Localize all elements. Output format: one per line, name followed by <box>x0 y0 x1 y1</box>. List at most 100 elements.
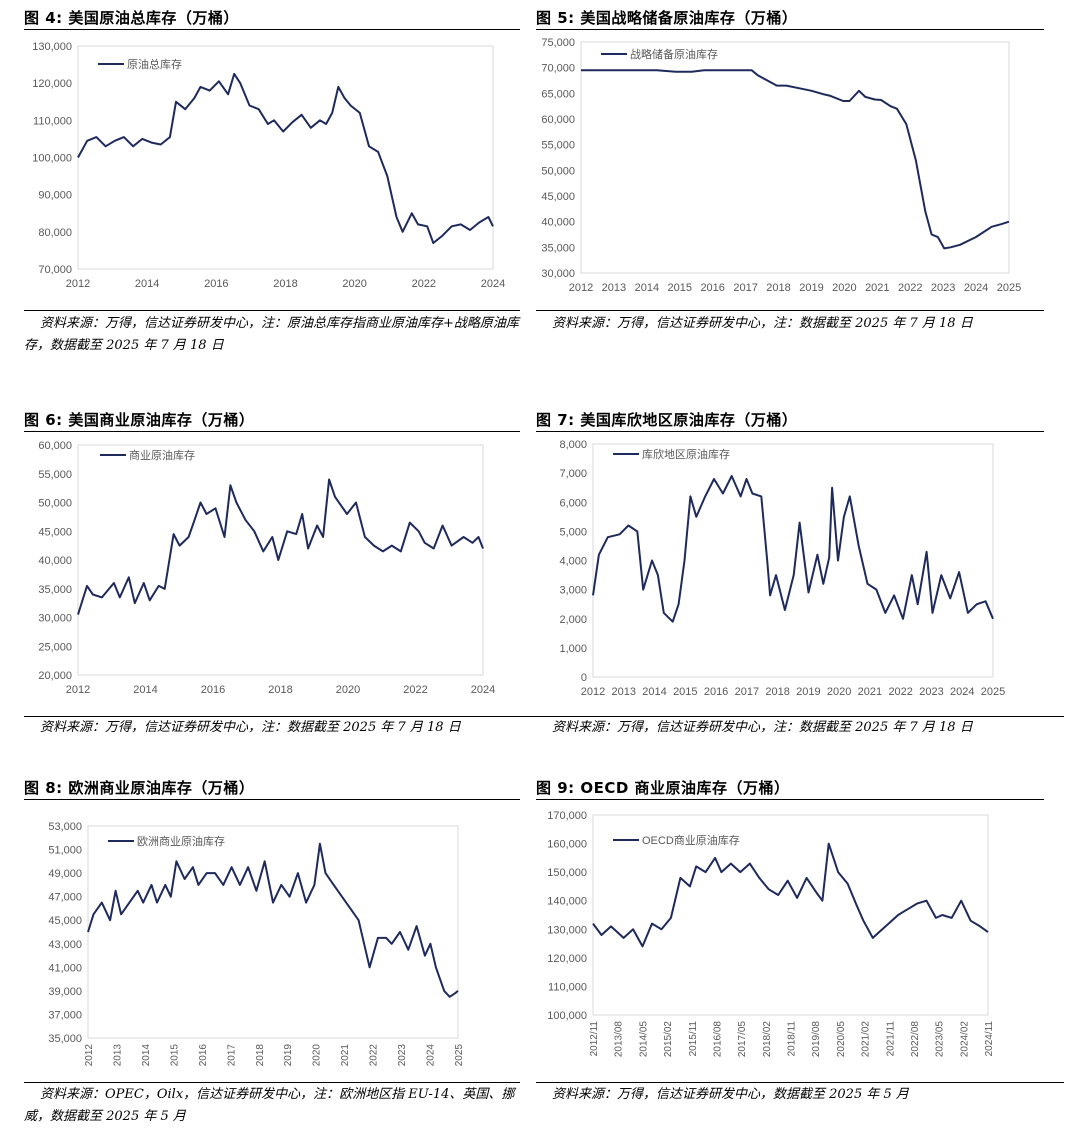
series-line <box>77 478 484 615</box>
x-tick-label: 2016 <box>704 686 728 698</box>
x-tick-label: 2016 <box>198 1044 209 1067</box>
y-tick-label: 39,000 <box>48 986 82 998</box>
x-tick-label: 2017 <box>226 1044 237 1067</box>
y-tick-label: 55,000 <box>38 469 72 481</box>
x-tick-label: 2014 <box>133 684 157 696</box>
figure-title: 图 5: 美国战略储备原油库存（万桶） <box>536 9 798 27</box>
chart-us-commercial-crude: 20,000 25,000 30,000 35,000 40,000 45,000 50,0… <box>38 440 495 696</box>
source-rule <box>536 310 1044 311</box>
x-tick-label: 2016 <box>204 278 228 290</box>
x-tick-label: 2018/11 <box>787 1021 798 1057</box>
y-tick-label: 110,000 <box>548 981 587 993</box>
plot-area <box>77 444 484 676</box>
x-tick-label: 2012 <box>84 1044 95 1067</box>
plot-area <box>592 814 989 1016</box>
y-tick-label: 60,000 <box>38 440 72 452</box>
y-tick-label: 80,000 <box>38 227 72 239</box>
figure-title: 图 9: OECD 商业原油库存（万桶） <box>536 779 790 797</box>
y-tick-label: 1,000 <box>559 643 587 655</box>
x-tick-label: 2025 <box>981 686 1005 698</box>
source-rule <box>24 716 542 717</box>
x-tick-label: 2017/05 <box>737 1021 748 1058</box>
source-rule <box>536 716 1064 717</box>
series-line <box>581 69 1010 250</box>
x-tick-label: 2015 <box>673 686 697 698</box>
series-line <box>77 72 494 244</box>
y-tick-label: 3,000 <box>559 585 587 597</box>
y-tick-label: 55,000 <box>541 140 575 152</box>
y-tick-label: 30,000 <box>541 268 575 280</box>
x-tick-label: 2012/11 <box>589 1021 600 1057</box>
y-tick-label: 20,000 <box>38 670 72 682</box>
figure-title: 图 6: 美国商业原油库存（万桶） <box>24 411 255 429</box>
y-tick-label: 35,000 <box>38 584 72 596</box>
figure-7: 图 7: 美国库欣地区原油库存（万桶） 0 1,000 2,000 3,000 4,00… <box>536 400 1066 760</box>
x-tick-label: 2016 <box>700 282 724 294</box>
title-rule <box>24 431 520 432</box>
y-tick-label: 8,000 <box>559 439 587 451</box>
x-tick-label: 2021 <box>865 282 889 294</box>
y-tick-label: 45,000 <box>38 526 72 538</box>
x-tick-label: 2021 <box>340 1044 351 1067</box>
x-tick-label: 2023 <box>397 1044 408 1067</box>
x-tick-label: 2020/05 <box>836 1021 847 1058</box>
x-tick-label: 2024 <box>964 282 988 294</box>
x-tick-label: 2019/08 <box>811 1021 822 1058</box>
title-rule <box>536 799 1044 800</box>
x-tick-label: 2022 <box>403 684 427 696</box>
title-rule <box>536 29 1044 30</box>
y-tick-label: 65,000 <box>541 88 575 100</box>
legend-label: OECD商业原油库存 <box>642 833 740 847</box>
title-rule <box>24 799 520 800</box>
x-tick-label: 2022 <box>898 282 922 294</box>
y-tick-label: 40,000 <box>541 217 575 229</box>
y-tick-label: 37,000 <box>48 1009 82 1021</box>
x-tick-label: 2023 <box>919 686 943 698</box>
y-tick-label: 43,000 <box>48 939 82 951</box>
y-tick-label: 25,000 <box>38 641 72 653</box>
source-note: 资料来源：OPEC，Oilx，信达证券研发中心，注：欧洲地区指 EU-14、英国… <box>24 1084 522 1128</box>
x-tick-label: 2014 <box>635 282 659 294</box>
x-tick-label: 2018 <box>255 1044 266 1067</box>
x-tick-label: 2025 <box>454 1044 465 1067</box>
y-tick-label: 45,000 <box>541 191 575 203</box>
chart-cushing: 0 1,000 2,000 3,000 4,000 5,000 6,000 7,000 8,00… <box>559 439 1005 698</box>
y-tick-label: 60,000 <box>541 114 575 126</box>
y-tick-label: 170,000 <box>547 810 587 822</box>
x-tick-label: 2012 <box>66 684 90 696</box>
legend-label: 商业原油库存 <box>129 448 195 462</box>
x-tick-label: 2016 <box>201 684 225 696</box>
x-tick-label: 2019 <box>799 282 823 294</box>
source-note: 资料来源：万得，信达证券研发中心，注：原油总库存指商业原油库存+战略原油库存，数… <box>24 313 520 357</box>
y-tick-label: 100,000 <box>32 153 72 165</box>
y-tick-label: 49,000 <box>48 868 82 880</box>
x-tick-label: 2020 <box>832 282 856 294</box>
x-tick-label: 2015/02 <box>663 1021 674 1058</box>
y-tick-label: 45,000 <box>48 915 82 927</box>
y-tick-label: 50,000 <box>541 165 575 177</box>
x-tick-label: 2022 <box>369 1044 380 1067</box>
x-tick-label: 2017 <box>735 686 759 698</box>
y-tick-label: 90,000 <box>38 190 72 202</box>
x-tick-label: 2013 <box>612 686 636 698</box>
source-text: 资料来源：万得，信达证券研发中心，注：数据截至 2025 年 7 月 18 日 <box>40 720 461 735</box>
x-tick-label: 2020 <box>342 278 366 290</box>
chart-oecd-commercial: 100,000 110,000 120,000 130,000 140,000 150,0… <box>547 810 995 1058</box>
source-note: 资料来源：万得，信达证券研发中心，注：数据截至 2025 年 7 月 18 日 <box>536 717 1036 739</box>
x-tick-label: 2014 <box>141 1044 152 1067</box>
y-tick-label: 160,000 <box>547 839 587 851</box>
y-tick-label: 50,000 <box>38 498 72 510</box>
x-tick-label: 2013/08 <box>614 1021 625 1058</box>
legend-label: 欧洲商业原油库存 <box>137 834 225 848</box>
plot-area <box>592 443 994 678</box>
figure-title: 图 8: 欧洲商业原油库存（万桶） <box>24 779 255 797</box>
y-tick-label: 51,000 <box>48 845 82 857</box>
x-tick-label: 2017 <box>733 282 757 294</box>
source-text: 资料来源：万得，信达证券研发中心，数据截至 2025 年 5 月 <box>552 1087 909 1102</box>
x-tick-label: 2023/05 <box>935 1021 946 1058</box>
series-line <box>592 475 994 623</box>
source-note: 资料来源：万得，信达证券研发中心，注：数据截至 2025 年 7 月 18 日 <box>24 717 520 739</box>
y-tick-label: 70,000 <box>541 63 575 75</box>
x-tick-label: 2024 <box>471 684 495 696</box>
y-tick-label: 30,000 <box>38 613 72 625</box>
